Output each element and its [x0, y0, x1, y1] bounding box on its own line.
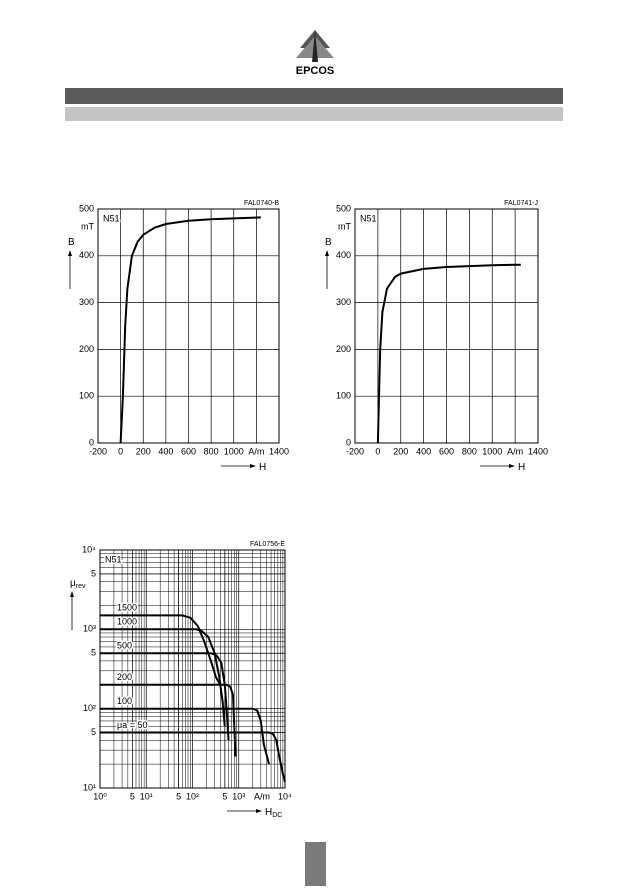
- y-unit: mT: [338, 221, 351, 231]
- y-axis-label-main: μ: [70, 578, 76, 589]
- x-tick-label: 1400: [269, 446, 289, 456]
- material-label: N51: [360, 213, 377, 223]
- curve: [100, 628, 226, 727]
- x-tick-label: A/m: [248, 446, 264, 456]
- x-tick-label: 1000: [482, 446, 502, 456]
- curve-label: 1500: [117, 603, 137, 613]
- x-axis-arrowhead: [256, 809, 262, 813]
- curve: [376, 263, 521, 444]
- curve-label: 500: [117, 641, 132, 651]
- material-label: N51: [105, 554, 122, 564]
- x-tick-label: 200: [136, 446, 151, 456]
- x-tick-label: 600: [181, 446, 196, 456]
- logo-text: EPCOS: [296, 65, 335, 77]
- curve: [119, 216, 261, 444]
- x-tick-label: 0: [118, 446, 123, 456]
- x-tick-label: 10³: [232, 791, 245, 801]
- y-axis-label: μrev: [70, 578, 86, 590]
- y-unit: mT: [81, 221, 94, 231]
- x-tick-label: 800: [204, 446, 219, 456]
- x-tick-label: 10¹: [140, 791, 153, 801]
- y-axis-label: B: [325, 237, 332, 248]
- y-tick-label: 500: [79, 203, 94, 213]
- chart-code: FAL0756-E: [250, 541, 285, 548]
- y-tick-label: 5: [91, 648, 96, 658]
- curve-label: μa = 50: [117, 720, 147, 730]
- x-tick-label: 400: [416, 446, 431, 456]
- header-bar: [65, 88, 563, 104]
- x-tick-label: -200: [346, 446, 364, 456]
- x-tick-label: 1000: [224, 446, 244, 456]
- material-label: N51: [103, 213, 120, 223]
- y-tick-label: 300: [336, 297, 351, 307]
- y-tick-label: 10⁴: [82, 544, 96, 554]
- x-axis-label-main: H: [265, 807, 272, 818]
- x-tick-label: 1400: [528, 446, 548, 456]
- x-axis-label: H: [259, 462, 266, 473]
- x-tick-label: 400: [158, 446, 173, 456]
- y-axis-arrowhead: [68, 250, 72, 256]
- y-tick-label: 400: [79, 250, 94, 260]
- y-tick-label: 100: [79, 391, 94, 401]
- curve-label: 100: [117, 696, 132, 706]
- x-tick-label: 10⁴: [278, 791, 292, 801]
- y-axis-arrowhead: [325, 250, 329, 256]
- curve: [100, 652, 230, 741]
- y-tick-label: 10³: [83, 624, 96, 634]
- y-tick-label: 10²: [83, 703, 96, 713]
- x-unit: A/m: [254, 791, 270, 801]
- subheader-bar: [65, 107, 563, 121]
- curve-label: 1000: [117, 617, 137, 627]
- y-axis-arrowhead: [70, 591, 74, 597]
- x-tick-label: 800: [462, 446, 477, 456]
- x-tick-label: 5: [130, 791, 135, 801]
- logo-icon: [296, 30, 334, 62]
- x-axis-label-sub: DC: [272, 812, 282, 819]
- y-tick-label: 300: [79, 297, 94, 307]
- y-axis-label: B: [68, 237, 75, 248]
- x-tick-label: 600: [439, 446, 454, 456]
- y-tick-label: 5: [91, 727, 96, 737]
- x-tick-label: 5: [222, 791, 227, 801]
- y-tick-label: 10¹: [83, 782, 96, 792]
- y-tick-label: 200: [79, 344, 94, 354]
- y-tick-label: 0: [346, 437, 351, 447]
- x-tick-label: 200: [393, 446, 408, 456]
- chart-code: FAL0741-J: [504, 200, 538, 207]
- page-number-box: [305, 842, 326, 886]
- plot-frame: [97, 208, 280, 444]
- x-tick-label: 0: [375, 446, 380, 456]
- y-axis-label-sub: rev: [76, 583, 86, 590]
- y-tick-label: 500: [336, 203, 351, 213]
- curve: [100, 683, 237, 757]
- x-axis-label: HDC: [265, 807, 282, 819]
- x-tick-label: A/m: [507, 446, 523, 456]
- y-tick-label: 200: [336, 344, 351, 354]
- x-tick-label: 10⁰: [93, 791, 107, 801]
- x-axis-arrowhead: [509, 464, 515, 468]
- plot-frame: [354, 208, 539, 444]
- y-tick-label: 5: [91, 568, 96, 578]
- curve: [100, 731, 286, 782]
- x-tick-label: -200: [89, 446, 107, 456]
- y-axis-label-main: B: [68, 237, 75, 248]
- x-axis-label: H: [518, 462, 525, 473]
- y-tick-label: 0: [89, 437, 94, 447]
- y-tick-label: 100: [336, 391, 351, 401]
- curve: [100, 614, 222, 686]
- plot-frame: [99, 549, 286, 789]
- chart-code: FAL0740-B: [244, 200, 279, 207]
- y-axis-label-main: B: [325, 237, 332, 248]
- x-axis-label-main: H: [518, 462, 525, 473]
- x-tick-label: 5: [176, 791, 181, 801]
- x-axis-arrowhead: [250, 464, 256, 468]
- curve-label: 200: [117, 672, 132, 682]
- x-axis-label-main: H: [259, 462, 266, 473]
- y-tick-label: 400: [336, 250, 351, 260]
- x-tick-label: 10²: [186, 791, 199, 801]
- curve: [100, 707, 270, 765]
